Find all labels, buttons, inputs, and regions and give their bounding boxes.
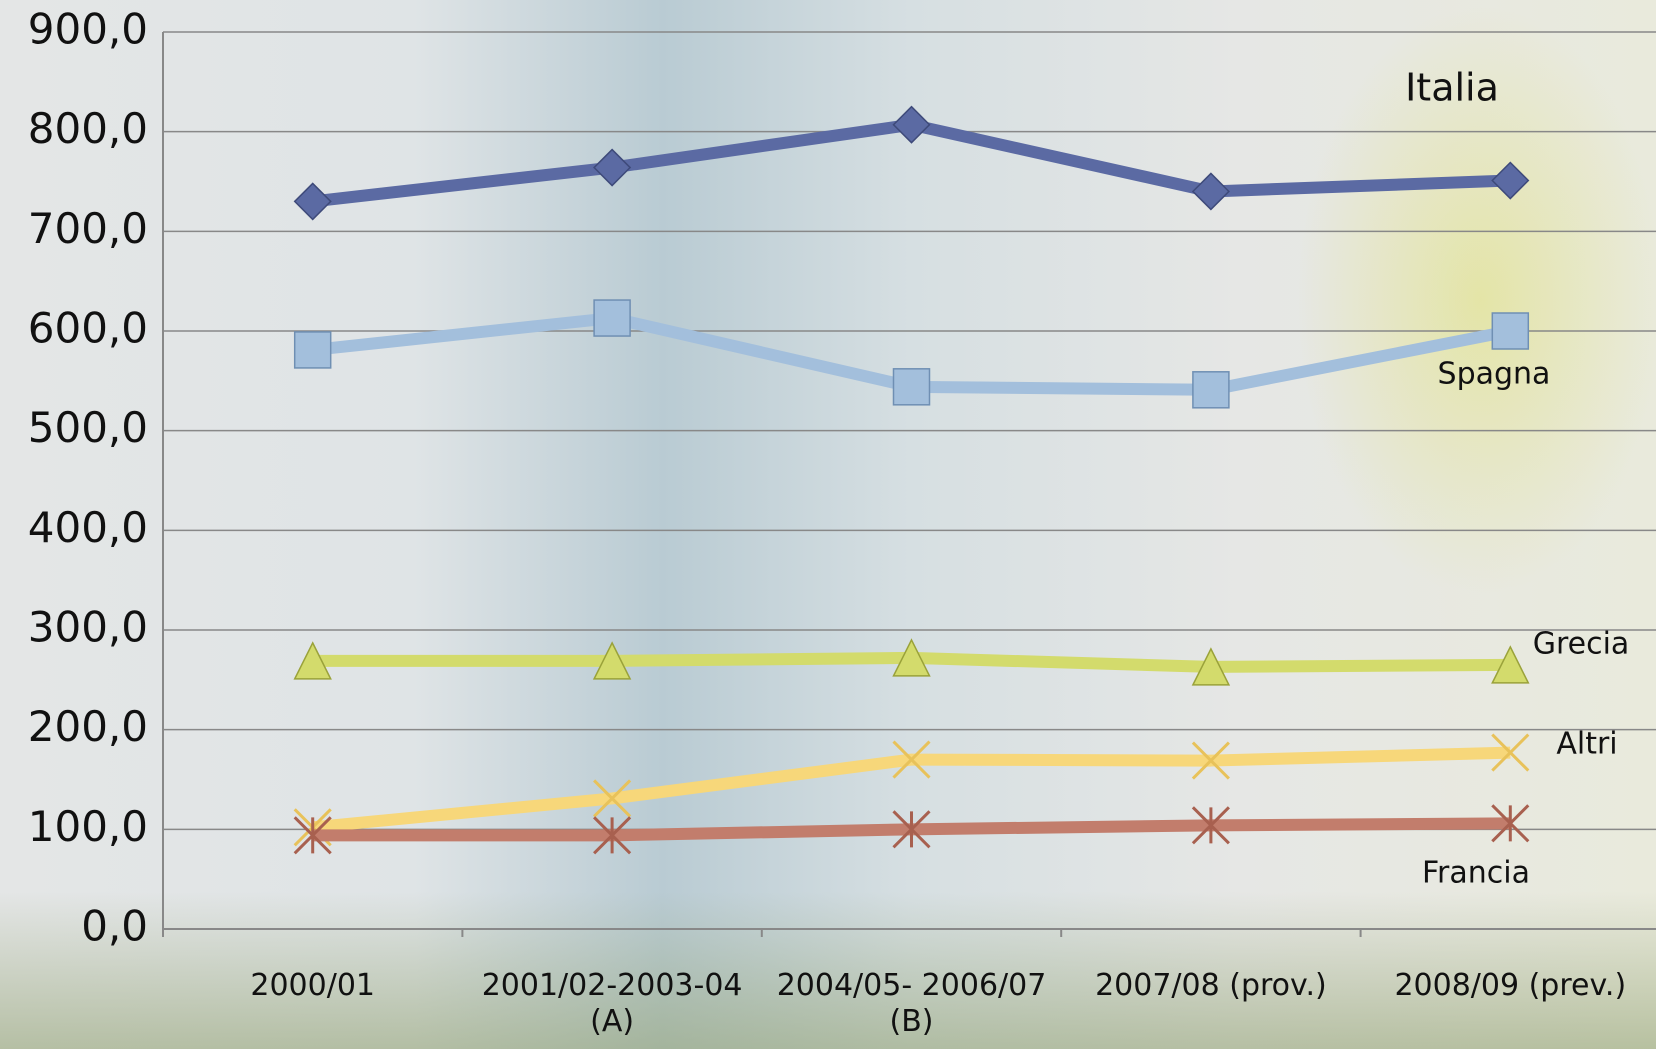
marker xyxy=(593,148,632,187)
x-tick-label: 2000/01 xyxy=(250,968,375,1003)
y-tick-label: 100,0 xyxy=(28,802,148,851)
marker xyxy=(293,816,332,855)
marker xyxy=(593,299,631,337)
y-tick-label: 800,0 xyxy=(28,104,148,153)
y-tick-label: 900,0 xyxy=(28,5,148,54)
marker xyxy=(892,740,931,779)
marker xyxy=(1491,645,1530,684)
marker xyxy=(892,368,931,406)
marker xyxy=(1491,161,1530,200)
y-tick-label: 700,0 xyxy=(28,204,148,253)
x-tick-label: 2001/02-2003-04 (A) xyxy=(481,968,743,1039)
marker xyxy=(293,331,332,369)
marker xyxy=(593,816,632,855)
marker xyxy=(1191,647,1231,686)
marker xyxy=(1491,312,1530,350)
marker xyxy=(1192,371,1230,409)
marker xyxy=(592,641,632,680)
series-label: Francia xyxy=(1422,856,1530,891)
marker xyxy=(892,105,931,144)
marker xyxy=(892,638,931,677)
y-tick-label: 400,0 xyxy=(28,503,148,552)
x-tick-label: 2004/05- 2006/07 (B) xyxy=(776,968,1047,1039)
marker xyxy=(1191,172,1230,211)
series-label: Grecia xyxy=(1533,627,1630,662)
x-tick-label: 2008/09 (prev.) xyxy=(1394,968,1627,1003)
y-tick-label: 0,0 xyxy=(81,902,148,951)
marker xyxy=(593,779,632,818)
marker xyxy=(1491,733,1530,772)
y-tick-label: 200,0 xyxy=(28,702,148,751)
marker xyxy=(1191,741,1230,780)
series-label: Spagna xyxy=(1438,357,1551,392)
marker xyxy=(892,810,931,849)
x-tick-label: 2007/08 (prov.) xyxy=(1095,968,1327,1003)
marker xyxy=(293,182,332,221)
y-tick-label: 300,0 xyxy=(28,603,148,652)
series-label: Italia xyxy=(1405,66,1499,110)
y-tick-label: 500,0 xyxy=(28,403,148,452)
marker xyxy=(1491,804,1530,843)
series-label: Altri xyxy=(1556,727,1617,762)
y-tick-label: 600,0 xyxy=(28,304,148,353)
marker xyxy=(1191,806,1230,845)
marker xyxy=(293,641,332,680)
